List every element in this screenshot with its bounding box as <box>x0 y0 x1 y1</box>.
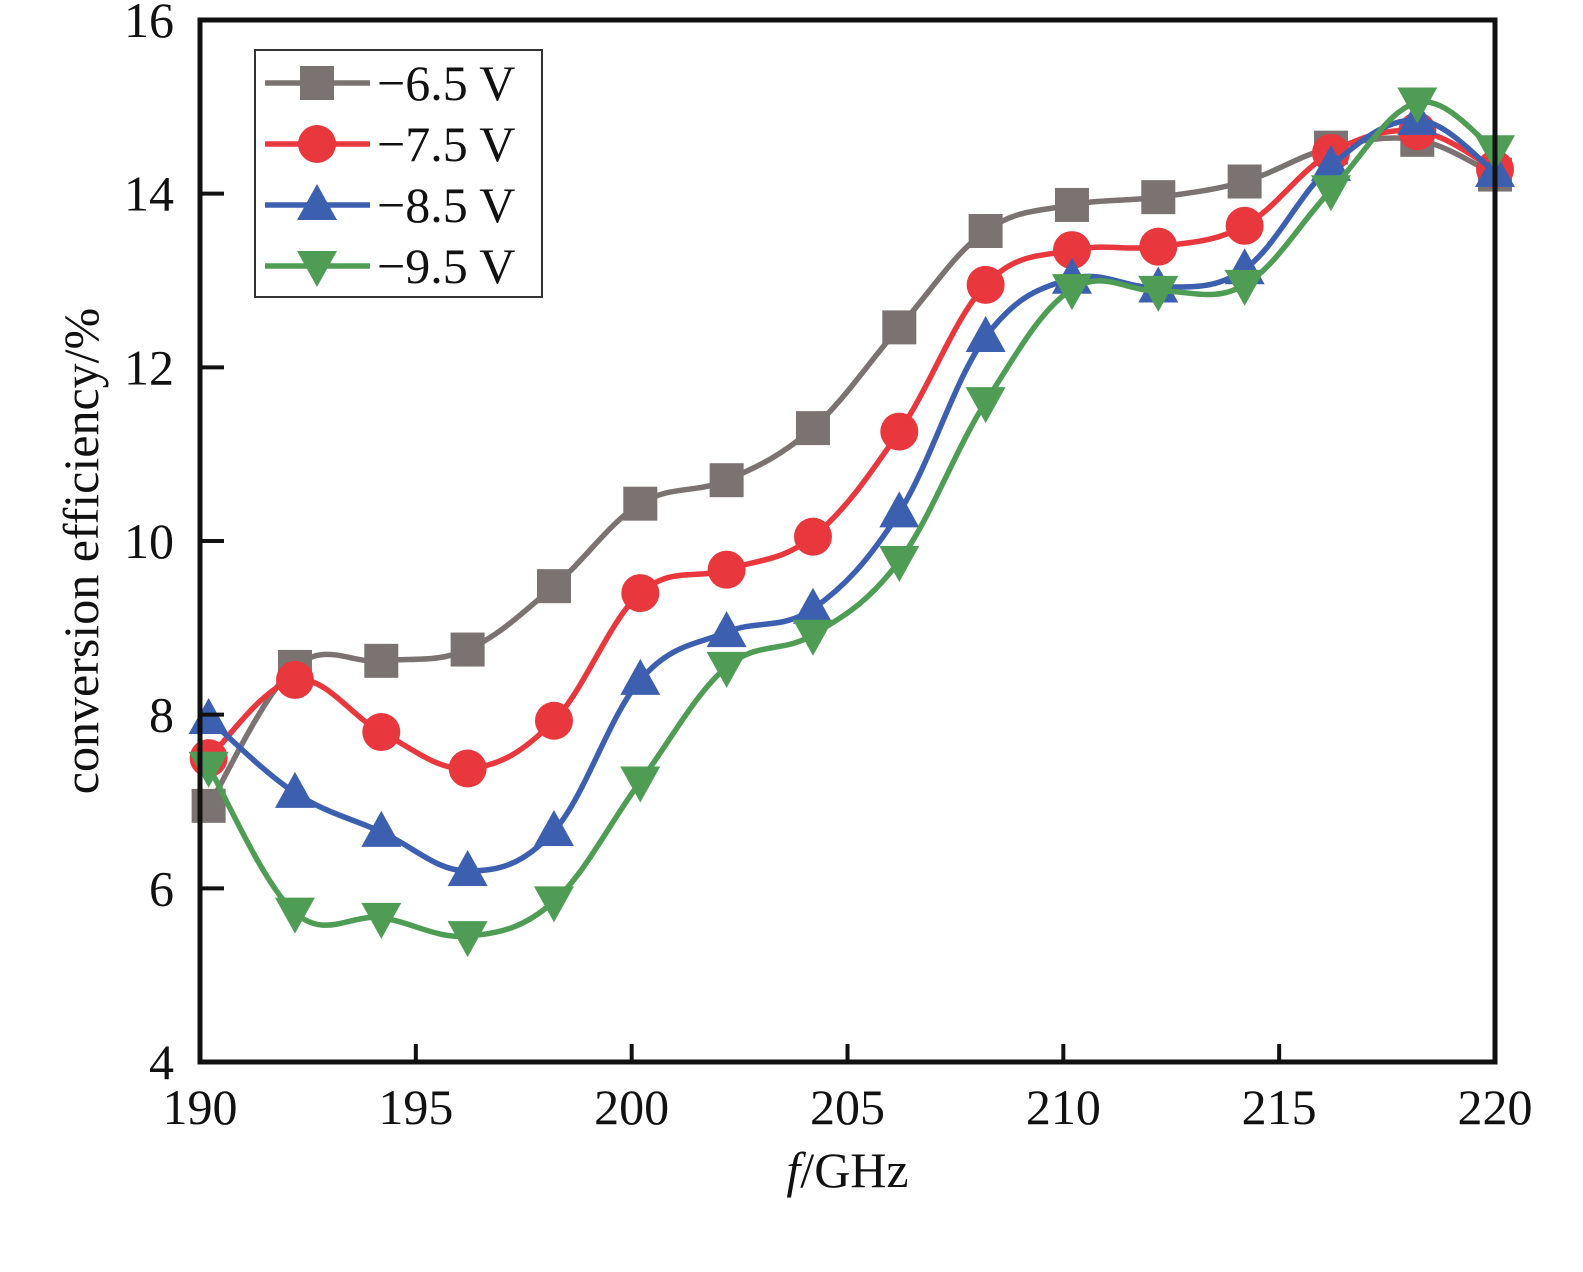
data-point <box>1224 269 1265 306</box>
data-point <box>965 387 1006 424</box>
data-point <box>1139 227 1178 266</box>
data-point <box>793 517 832 556</box>
legend-swatch-marker <box>300 66 334 100</box>
data-point <box>448 749 487 788</box>
data-point <box>795 411 830 446</box>
series-4 <box>188 87 1515 958</box>
data-point <box>1051 274 1092 311</box>
data-point <box>706 651 747 688</box>
data-point <box>621 574 660 613</box>
series-layer <box>188 87 1515 958</box>
x-tick-label: 210 <box>1026 1079 1101 1135</box>
data-point <box>623 486 658 521</box>
data-point <box>966 265 1005 304</box>
y-axis-title: conversion efficiency/% <box>53 308 109 794</box>
legend-swatch-marker <box>298 125 336 163</box>
legend-swatch-marker <box>297 184 337 220</box>
x-axis-title: f/GHz <box>786 1142 908 1198</box>
data-point <box>447 921 488 958</box>
data-point <box>364 643 399 678</box>
series-line <box>206 127 1497 772</box>
x-tick-label: 200 <box>594 1079 669 1135</box>
legend-label: −6.5 V <box>377 55 515 111</box>
data-point <box>1138 275 1179 312</box>
data-point <box>274 897 315 934</box>
legend-item: −9.5 V <box>265 238 515 294</box>
data-point <box>792 619 833 656</box>
data-point <box>361 810 402 847</box>
y-tick-label: 6 <box>149 860 174 916</box>
data-point <box>191 788 226 823</box>
x-tick-label: 195 <box>378 1079 453 1135</box>
tick-layer: 190 195 200 205 210 215 220 4 6 8 10 12 14 16 <box>124 0 1533 1135</box>
data-point <box>1310 175 1351 212</box>
data-point <box>1397 87 1438 124</box>
series-line <box>206 117 1497 874</box>
y-tick-label: 14 <box>124 166 174 222</box>
data-point <box>450 632 485 667</box>
y-tick-label: 12 <box>124 339 174 395</box>
data-point <box>533 886 574 923</box>
x-tick-label: 215 <box>1242 1079 1317 1135</box>
data-point <box>534 701 573 740</box>
data-point <box>533 810 574 847</box>
y-tick-label: 8 <box>149 687 174 743</box>
data-point <box>362 713 401 752</box>
data-point <box>709 463 744 498</box>
data-point <box>1227 164 1262 199</box>
data-point <box>274 771 315 808</box>
data-point <box>706 611 747 648</box>
data-point <box>1054 187 1089 222</box>
data-point <box>620 766 661 803</box>
legend: −6.5 V−7.5 V−8.5 V−9.5 V <box>254 49 543 298</box>
legend-label: −7.5 V <box>377 116 515 172</box>
data-point <box>879 491 920 528</box>
data-point <box>275 660 314 699</box>
x-tick-label: 205 <box>810 1079 885 1135</box>
data-point <box>879 545 920 582</box>
legend-item: −6.5 V <box>265 55 515 111</box>
data-point <box>1141 180 1176 215</box>
data-point <box>968 214 1003 249</box>
legend-swatch-marker <box>297 251 337 287</box>
data-point <box>880 412 919 451</box>
legend-item: −8.5 V <box>265 177 515 233</box>
data-point <box>792 587 833 624</box>
data-point <box>965 315 1006 352</box>
x-axis-title-unit: /GHz <box>800 1142 908 1198</box>
series-line <box>206 135 1497 808</box>
y-tick-label: 4 <box>149 1034 174 1090</box>
data-point <box>1310 144 1351 181</box>
series-line <box>206 99 1497 940</box>
data-point <box>620 658 661 695</box>
data-point <box>447 849 488 886</box>
data-point <box>882 310 917 345</box>
x-tick-label: 190 <box>163 1079 238 1135</box>
legend-item: −7.5 V <box>265 116 515 172</box>
legend-label: −8.5 V <box>377 177 515 233</box>
data-point <box>707 550 746 589</box>
x-tick-label: 220 <box>1458 1079 1533 1135</box>
data-point <box>536 569 571 604</box>
y-tick-label: 16 <box>124 0 174 48</box>
y-tick-label: 10 <box>124 513 174 569</box>
data-point <box>1052 231 1091 270</box>
data-point <box>1225 206 1264 245</box>
data-point <box>361 902 402 939</box>
legend-label: −9.5 V <box>377 238 515 294</box>
